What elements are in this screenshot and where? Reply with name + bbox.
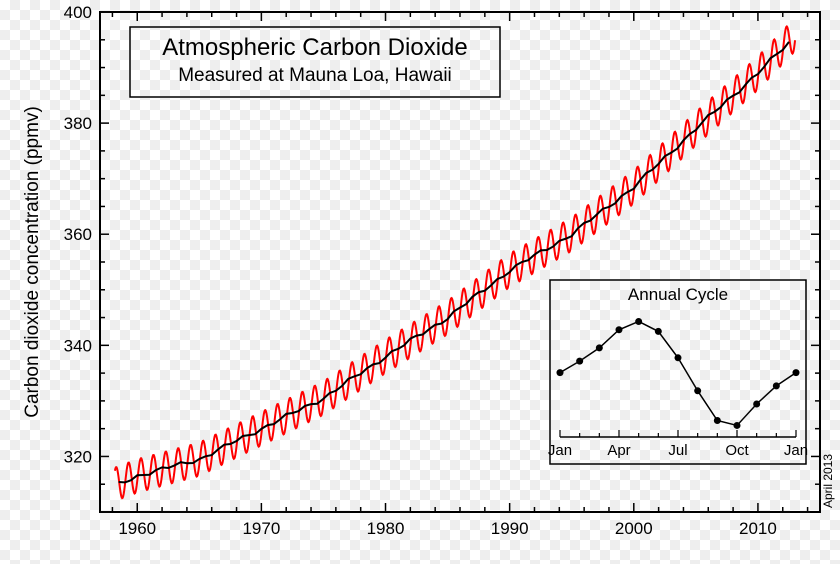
y-axis-label: Carbon dioxide concentration (ppmv) (22, 106, 43, 418)
x-tick-label: 1960 (118, 519, 156, 538)
inset-title: Annual Cycle (628, 285, 728, 304)
inset-x-tick-label: Jul (668, 442, 687, 459)
annual-cycle-marker (753, 401, 760, 408)
date-label: April 2013 (821, 454, 835, 508)
annual-cycle-marker (655, 328, 662, 335)
chart-subtitle: Measured at Mauna Loa, Hawaii (178, 65, 452, 86)
inset-x-tick-label: Jan (784, 442, 808, 459)
y-tick-label: 380 (64, 114, 92, 133)
annual-cycle-marker (616, 326, 623, 333)
inset-x-tick-label: Apr (607, 442, 630, 459)
y-tick-label: 360 (64, 225, 92, 244)
annual-cycle-marker (675, 354, 682, 361)
annual-cycle-marker (694, 387, 701, 394)
x-tick-label: 1990 (491, 519, 529, 538)
annual-cycle-marker (596, 344, 603, 351)
annual-cycle-marker (793, 369, 800, 376)
inset-x-tick-label: Jan (548, 442, 572, 459)
keeling-curve-chart: 1960 1970 1980 1990 2000 2010 320 340 360 380 400 C… (0, 0, 840, 564)
y-tick-label: 320 (64, 447, 92, 466)
annual-cycle-marker (635, 318, 642, 325)
x-tick-label: 2000 (615, 519, 653, 538)
x-tick-label: 1970 (242, 519, 280, 538)
annual-cycle-series (560, 322, 796, 426)
annual-mean-co2-series (119, 42, 789, 483)
x-tick-label: 2010 (739, 519, 777, 538)
x-tick-label: 1980 (367, 519, 405, 538)
y-tick-label: 400 (64, 3, 92, 22)
annual-cycle-marker (773, 382, 780, 389)
inset-x-tick-label: Oct (725, 442, 749, 459)
annual-cycle-marker (734, 422, 741, 429)
annual-cycle-marker (557, 369, 564, 376)
annual-cycle-marker (576, 358, 583, 365)
y-tick-label: 340 (64, 336, 92, 355)
annual-cycle-marker (714, 417, 721, 424)
chart-title: Atmospheric Carbon Dioxide (162, 34, 467, 61)
